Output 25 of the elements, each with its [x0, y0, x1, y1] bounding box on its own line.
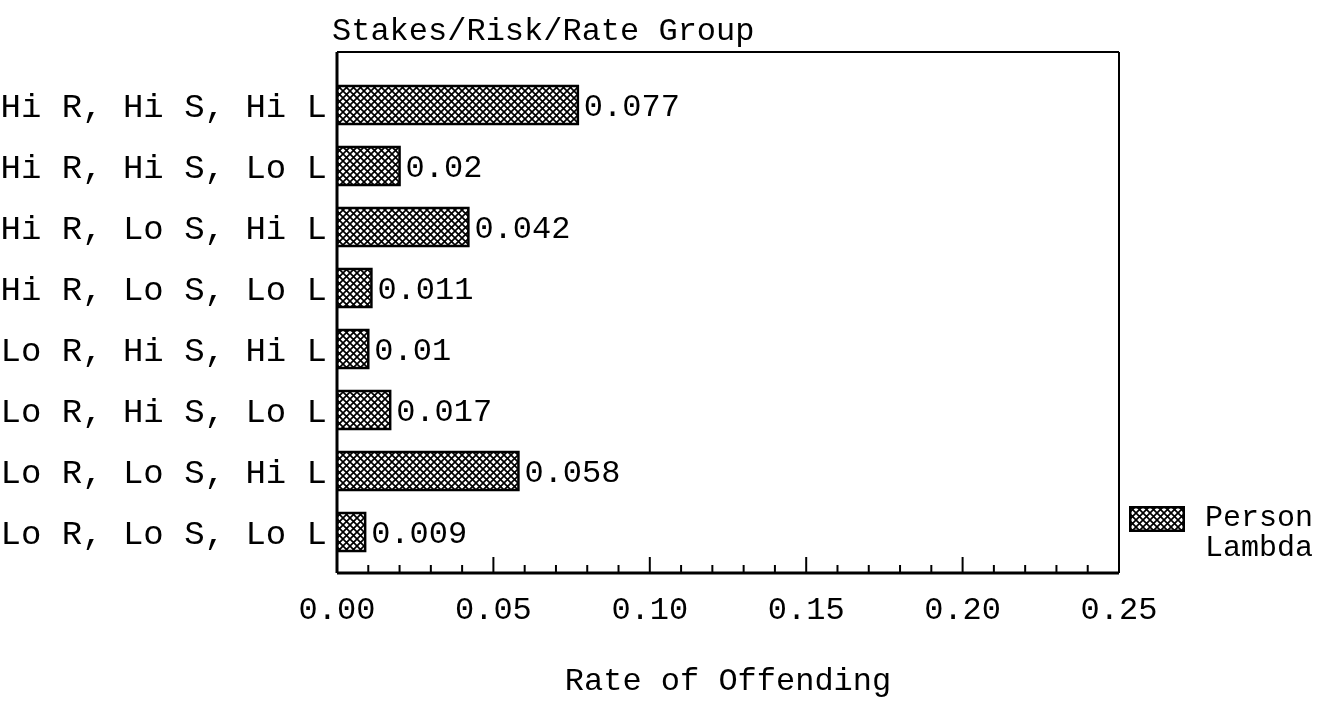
x-tick-label: 0.15 [767, 592, 845, 629]
y-tick-label: Lo R, Hi S, Lo L [0, 393, 327, 432]
y-tick-label: Lo R, Lo S, Hi L [0, 454, 327, 493]
x-tick-label: 0.20 [924, 592, 1002, 629]
y-tick-label: Hi R, Lo S, Lo L [0, 271, 327, 310]
x-tick-label: 0.10 [611, 592, 689, 629]
x-axis-title: Rate of Offending [564, 663, 892, 700]
x-tick-label: 0.25 [1080, 592, 1158, 629]
y-tick-label: Lo R, Lo S, Lo L [0, 515, 327, 554]
x-tick-label: 0.05 [454, 592, 532, 629]
y-tick-label: Hi R, Hi S, Lo L [0, 149, 327, 188]
data-label: 0.017 [396, 394, 493, 432]
data-label: 0.042 [474, 211, 571, 249]
data-label: 0.009 [371, 516, 468, 554]
y-tick-label: Lo R, Hi S, Hi L [0, 332, 327, 371]
data-label: 0.011 [377, 272, 474, 310]
y-tick-label: Hi R, Hi S, Hi L [0, 88, 327, 127]
data-label: 0.077 [583, 89, 680, 127]
y-axis-title: Stakes/Risk/Rate Group [332, 13, 755, 50]
data-label: 0.01 [374, 333, 452, 371]
data-label: 0.058 [524, 455, 621, 493]
legend-label: Person Lambda [1203, 501, 1313, 565]
data-label: 0.02 [405, 150, 483, 188]
x-tick-label: 0.00 [298, 592, 376, 629]
y-tick-label: Hi R, Lo S, Hi L [0, 210, 327, 249]
